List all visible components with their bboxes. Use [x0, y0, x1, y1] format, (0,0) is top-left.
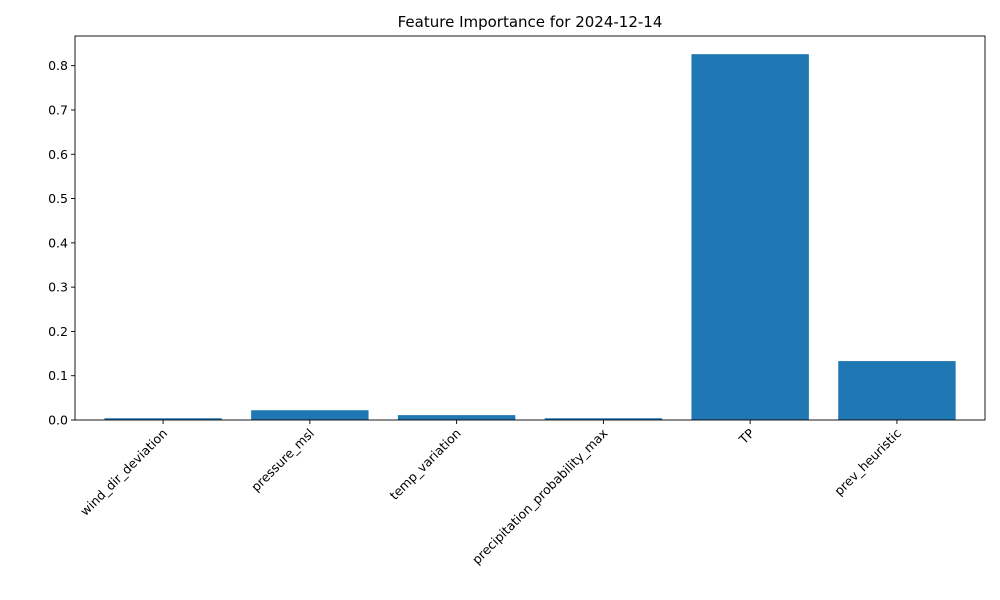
bar-tp — [691, 54, 809, 420]
bars — [104, 54, 956, 420]
y-tick-label: 0.4 — [48, 235, 68, 250]
y-tick-label: 0.7 — [48, 102, 68, 117]
y-tick-label: 0.2 — [48, 324, 68, 339]
y-tick-label: 0.3 — [48, 280, 68, 295]
y-axis-ticks: 0.0 0.1 0.2 0.3 0.4 0.5 0.6 0.7 0.8 — [48, 58, 75, 428]
bar-prev-heuristic — [838, 361, 956, 420]
bar-precipitation-probability-max — [544, 418, 663, 420]
y-tick-label: 0.8 — [48, 58, 68, 73]
y-tick-label: 0.0 — [48, 413, 68, 428]
y-tick-label: 0.6 — [48, 147, 68, 162]
axes-frame — [74, 35, 986, 421]
y-tick-label: 0.1 — [48, 368, 68, 383]
bar-pressure-msl — [251, 410, 369, 420]
axes-spines — [74, 35, 986, 421]
bar-wind-dir-deviation — [104, 418, 222, 420]
bar-temp-variation — [397, 415, 516, 420]
y-tick-label: 0.5 — [48, 191, 68, 206]
chart-title: Feature Importance for 2024-12-14 — [398, 13, 663, 31]
